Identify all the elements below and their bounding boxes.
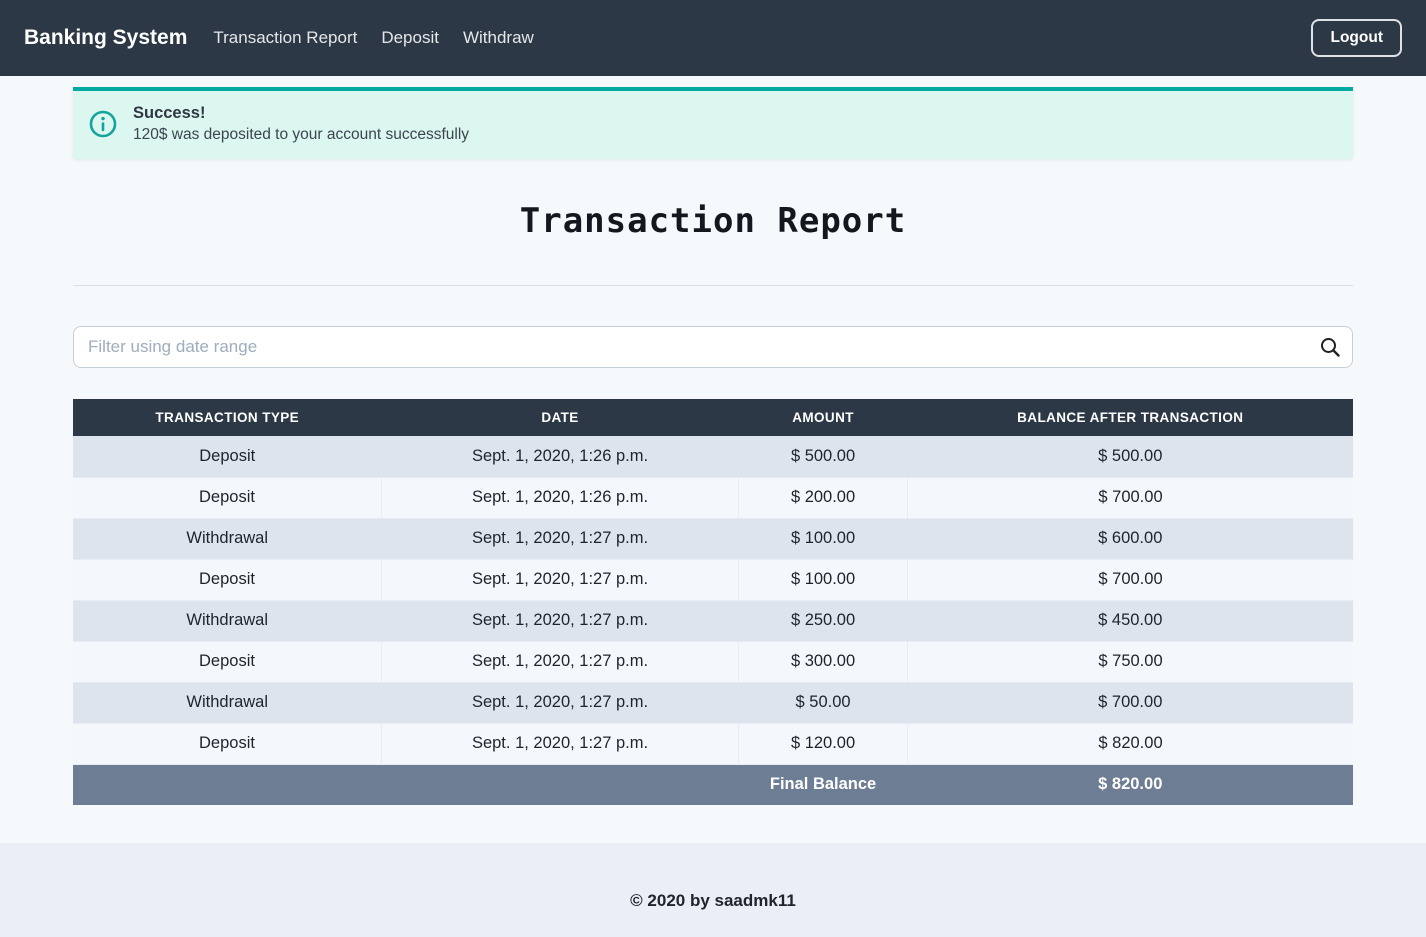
nav-link-withdraw[interactable]: Withdraw xyxy=(462,28,534,47)
cell-balance: $ 700.00 xyxy=(1098,693,1163,711)
final-balance-spacer xyxy=(73,764,739,805)
final-balance-row: Final Balance $ 820.00 xyxy=(73,764,1353,805)
cell-transaction-type: Withdrawal xyxy=(186,529,269,547)
navbar: Banking System Transaction Report Deposi… xyxy=(0,0,1426,76)
copyright-text: © 2020 by saadmk11 xyxy=(630,891,796,910)
cell-balance: $ 820.00 xyxy=(907,722,1353,765)
table-row: Withdrawal Sept. 1, 2020, 1:27 p.m. $ 25… xyxy=(73,600,1353,641)
cell-amount: $ 300.00 xyxy=(738,640,908,683)
cell-transaction-type: Deposit xyxy=(73,558,382,601)
filter-date-range-input[interactable] xyxy=(73,326,1353,368)
divider xyxy=(73,285,1353,286)
cell-balance: $ 600.00 xyxy=(1098,529,1163,547)
table-row: Withdrawal Sept. 1, 2020, 1:27 p.m. $ 10… xyxy=(73,518,1353,559)
table-row: Deposit Sept. 1, 2020, 1:27 p.m. $ 100.0… xyxy=(73,558,1353,601)
final-balance-label: Final Balance xyxy=(738,764,908,805)
site-footer: © 2020 by saadmk11 xyxy=(0,843,1426,937)
cell-date: Sept. 1, 2020, 1:27 p.m. xyxy=(380,722,739,765)
alert-title: Success! xyxy=(133,104,206,122)
cell-amount: $ 100.00 xyxy=(790,529,856,547)
cell-amount: $ 120.00 xyxy=(738,722,908,765)
cell-date: Sept. 1, 2020, 1:27 p.m. xyxy=(471,611,649,629)
logout-button[interactable]: Logout xyxy=(1311,19,1402,57)
cell-balance: $ 500.00 xyxy=(1098,446,1163,465)
filter-field-wrap xyxy=(73,326,1353,368)
nav-link-deposit[interactable]: Deposit xyxy=(381,28,439,47)
cell-amount: $ 100.00 xyxy=(738,558,908,601)
table-body: Deposit Sept. 1, 2020, 1:26 p.m. $ 500.0… xyxy=(73,436,1353,765)
column-header-balance: BALANCE AFTER TRANSACTION xyxy=(907,399,1353,436)
cell-amount: $ 500.00 xyxy=(790,446,856,465)
table-row: Deposit Sept. 1, 2020, 1:27 p.m. $ 300.0… xyxy=(73,640,1353,683)
table-header-row: TRANSACTION TYPE DATE AMOUNT BALANCE AFT… xyxy=(73,399,1353,436)
cell-date: Sept. 1, 2020, 1:27 p.m. xyxy=(380,558,739,601)
cell-balance: $ 750.00 xyxy=(907,640,1353,683)
column-header-transaction-type: TRANSACTION TYPE xyxy=(73,399,382,436)
cell-transaction-type: Deposit xyxy=(199,446,256,465)
transactions-table: TRANSACTION TYPE DATE AMOUNT BALANCE AFT… xyxy=(73,399,1353,805)
column-header-amount: AMOUNT xyxy=(738,399,908,436)
alert-message: 120$ was deposited to your account succe… xyxy=(133,126,470,143)
table-row: Deposit Sept. 1, 2020, 1:27 p.m. $ 120.0… xyxy=(73,722,1353,765)
cell-date: Sept. 1, 2020, 1:26 p.m. xyxy=(471,446,649,465)
cell-transaction-type: Deposit xyxy=(73,640,382,683)
cell-date: Sept. 1, 2020, 1:27 p.m. xyxy=(471,693,649,711)
cell-transaction-type: Withdrawal xyxy=(186,611,269,629)
cell-transaction-type: Deposit xyxy=(73,722,382,765)
brand-banking-system[interactable]: Banking System xyxy=(24,26,188,49)
cell-date: Sept. 1, 2020, 1:27 p.m. xyxy=(380,640,739,683)
success-alert: Success! 120$ was deposited to your acco… xyxy=(73,87,1353,159)
table-row: Deposit Sept. 1, 2020, 1:26 p.m. $ 200.0… xyxy=(73,476,1353,519)
cell-date: Sept. 1, 2020, 1:27 p.m. xyxy=(471,529,649,547)
cell-transaction-type: Deposit xyxy=(73,476,382,519)
search-icon xyxy=(1321,338,1340,357)
cell-amount: $ 50.00 xyxy=(795,693,851,711)
info-icon xyxy=(89,110,117,138)
cell-date: Sept. 1, 2020, 1:26 p.m. xyxy=(380,476,739,519)
final-balance-value: $ 820.00 xyxy=(907,764,1353,805)
cell-transaction-type: Withdrawal xyxy=(186,693,269,711)
nav-link-transaction-report[interactable]: Transaction Report xyxy=(213,28,358,47)
cell-balance: $ 700.00 xyxy=(907,476,1353,519)
cell-amount: $ 250.00 xyxy=(790,611,856,629)
column-header-date: DATE xyxy=(381,399,739,436)
table-row: Deposit Sept. 1, 2020, 1:26 p.m. $ 500.0… xyxy=(73,436,1353,477)
cell-balance: $ 450.00 xyxy=(1098,611,1163,629)
table-row: Withdrawal Sept. 1, 2020, 1:27 p.m. $ 50… xyxy=(73,682,1353,723)
page-title: Transaction Report xyxy=(519,201,907,241)
cell-balance: $ 700.00 xyxy=(907,558,1353,601)
main-content: Success! 120$ was deposited to your acco… xyxy=(0,76,1426,843)
cell-amount: $ 200.00 xyxy=(738,476,908,519)
